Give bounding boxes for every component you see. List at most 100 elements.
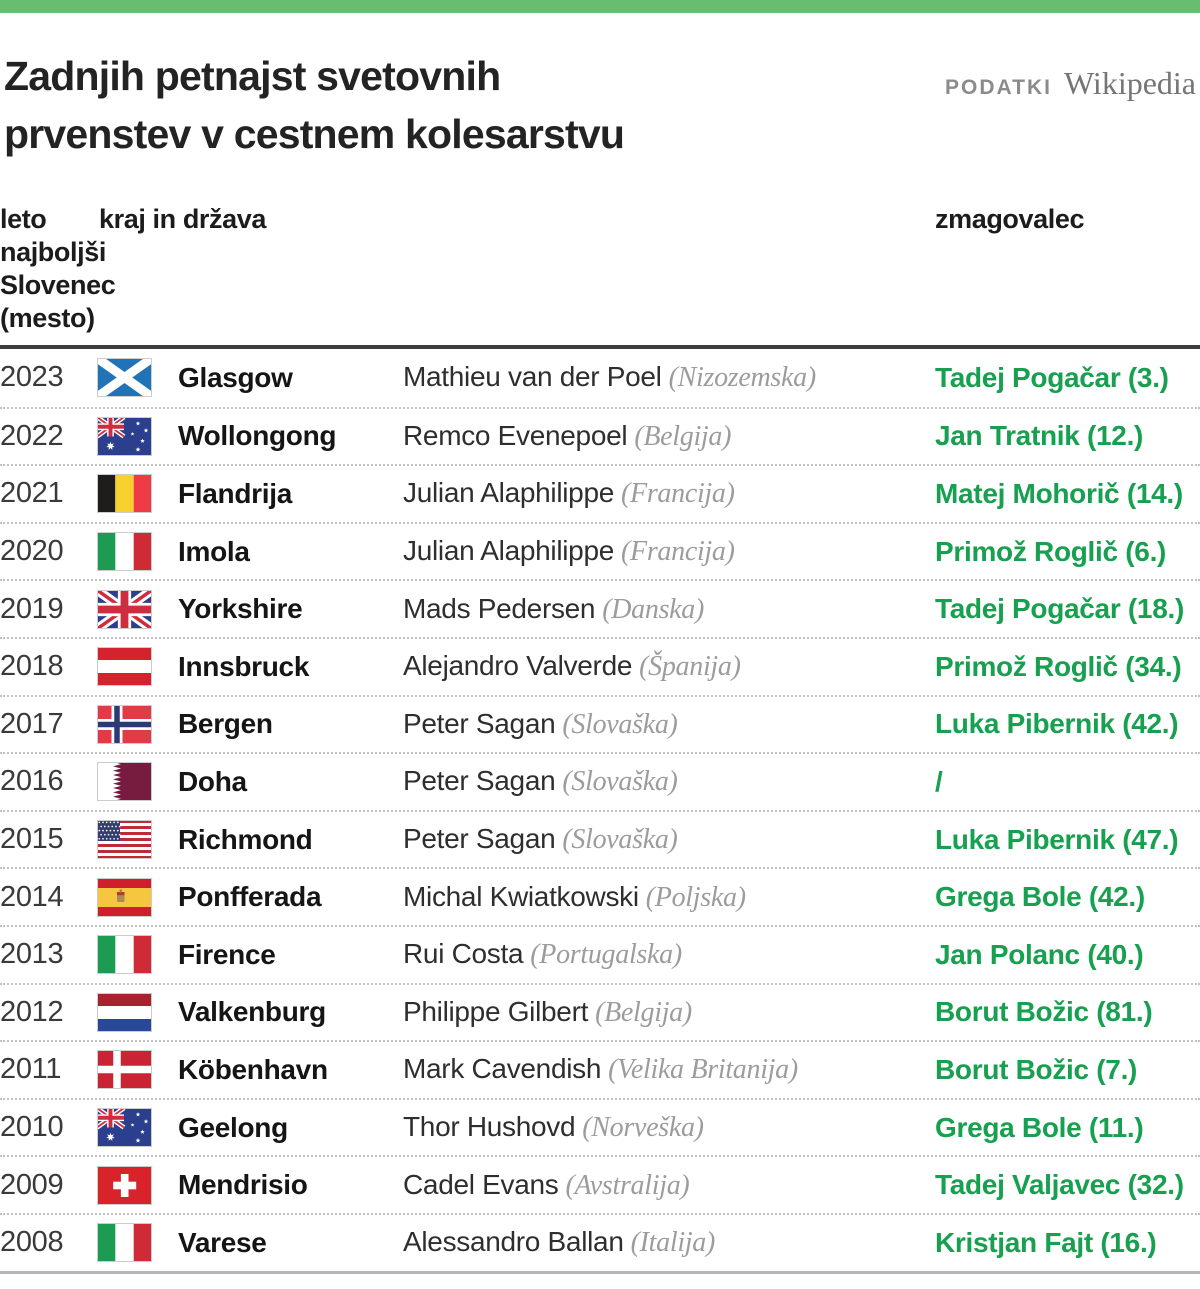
winner-name: Remco Evenepoel (403, 419, 628, 451)
year-cell: 2021 (0, 477, 64, 510)
city-cell: Geelong (178, 1111, 288, 1143)
flag-cell (97, 358, 178, 398)
flag-cell (97, 1108, 178, 1148)
flag-cell (97, 820, 178, 860)
winner-cell: Cadel Evans (Avstralija) (403, 1169, 935, 1202)
winner-country: (Portugalska) (530, 939, 682, 971)
winner-name: Michal Kwiatkowski (403, 880, 639, 912)
winner-name: Julian Alaphilippe (403, 535, 614, 567)
best-slovene-cell: Grega Bole (11.) (935, 1111, 1144, 1143)
winner-country: (Danska) (602, 593, 705, 625)
best-slovene-cell: Primož Roglič (6.) (935, 535, 1167, 567)
flag-cell (97, 877, 178, 917)
best-slovene-cell: Tadej Valjavec (32.) (935, 1169, 1184, 1201)
winner-cell: Philippe Gilbert (Belgija) (403, 996, 935, 1029)
country-flag-icon (97, 992, 152, 1032)
year-cell: 2019 (0, 592, 64, 625)
year-cell: 2008 (0, 1226, 64, 1259)
winner-cell: Alessandro Ballan (Italija) (403, 1226, 935, 1259)
year-cell: 2009 (0, 1168, 64, 1201)
winner-country: (Francija) (621, 478, 735, 510)
table-header-row: leto kraj in država zmagovalec najboljši… (0, 203, 1200, 349)
city-cell: Innsbruck (178, 650, 310, 682)
city-cell: Mendrisio (178, 1169, 308, 1201)
country-flag-icon (97, 1165, 152, 1205)
best-slovene-cell: Jan Tratnik (12.) (935, 420, 1144, 452)
year-cell: 2010 (0, 1111, 64, 1144)
winner-name: Alejandro Valverde (403, 650, 633, 682)
city-cell: Glasgow (178, 361, 293, 393)
table-body: 2023 Glasgow Mathieu van der Poel (Nizoze… (0, 349, 1200, 1274)
winner-name: Mark Cavendish (403, 1053, 602, 1085)
year-cell: 2018 (0, 650, 64, 683)
flag-cell (97, 416, 178, 456)
winner-name: Mads Pedersen (403, 592, 596, 624)
best-slovene-cell: Borut Božic (81.) (935, 996, 1153, 1028)
country-flag-icon (97, 589, 152, 629)
winner-cell: Thor Hushovd (Norveška) (403, 1111, 935, 1144)
table-row: 2023 Glasgow Mathieu van der Poel (Nizoze… (0, 349, 1200, 407)
column-header-best-slovene: najboljši Slovenec (mesto) (0, 237, 116, 333)
source-label: PODATKI (945, 76, 1052, 99)
column-header-year: leto (0, 204, 47, 234)
table-row: 2008 Varese Alessandro Ballan (Italija) K… (0, 1212, 1200, 1271)
flag-cell (97, 647, 178, 687)
winner-name: Cadel Evans (403, 1168, 559, 1200)
winner-cell: Alejandro Valverde (Španija) (403, 650, 935, 683)
winner-country: (Slovaška) (562, 766, 678, 798)
table-row: 2018 Innsbruck Alejandro Valverde (Španij… (0, 636, 1200, 695)
winner-name: Peter Sagan (403, 823, 556, 855)
best-slovene-cell: / (935, 765, 943, 797)
table-row: 2010 Geelong Thor Hushovd (Norveška) Greg… (0, 1097, 1200, 1156)
flag-cell (97, 474, 178, 514)
best-slovene-cell: Borut Božic (7.) (935, 1053, 1138, 1085)
winner-name: Peter Sagan (403, 707, 556, 739)
winner-country: (Velika Britanija) (608, 1054, 798, 1086)
year-cell: 2011 (0, 1053, 62, 1086)
title-line-2: prvenstev v cestnem kolesarstvu (4, 111, 625, 157)
year-cell: 2017 (0, 707, 64, 740)
winner-country: (Poljska) (645, 881, 746, 913)
winner-cell: Mark Cavendish (Velika Britanija) (403, 1053, 935, 1086)
table-row: 2012 Valkenburg Philippe Gilbert (Belgija… (0, 982, 1200, 1041)
winner-name: Julian Alaphilippe (403, 477, 614, 509)
table-row: 2009 Mendrisio Cadel Evans (Avstralija) T… (0, 1155, 1200, 1213)
winner-country: (Italija) (630, 1227, 716, 1259)
winner-cell: Julian Alaphilippe (Francija) (403, 477, 935, 510)
winner-country: (Belgija) (595, 996, 692, 1028)
year-cell: 2015 (0, 823, 64, 856)
year-cell: 2012 (0, 995, 64, 1028)
year-cell: 2014 (0, 880, 64, 913)
country-flag-icon (97, 416, 152, 456)
flag-cell (97, 1165, 178, 1205)
winner-cell: Mathieu van der Poel (Nizozemska) (403, 361, 935, 394)
winner-cell: Julian Alaphilippe (Francija) (403, 535, 935, 568)
flag-cell (97, 762, 178, 802)
year-cell: 2022 (0, 419, 64, 452)
flag-cell (97, 1050, 178, 1090)
city-cell: Ponfferada (178, 881, 322, 913)
table-row: 2020 Imola Julian Alaphilippe (Francija) … (0, 521, 1200, 580)
city-cell: Varese (178, 1226, 267, 1258)
country-flag-icon (97, 762, 152, 802)
country-flag-icon (97, 1108, 152, 1148)
winner-country: (Francija) (621, 536, 735, 568)
winner-country: (Slovaška) (562, 824, 678, 856)
year-cell: 2016 (0, 765, 64, 798)
winner-country: (Belgija) (634, 420, 732, 452)
best-slovene-cell: Primož Roglič (34.) (935, 650, 1182, 682)
winner-cell: Michal Kwiatkowski (Poljska) (403, 881, 935, 914)
column-header-place: kraj in država (99, 204, 266, 234)
country-flag-icon (97, 704, 152, 744)
flag-cell (97, 589, 178, 629)
city-cell: Imola (178, 535, 250, 567)
country-flag-icon (97, 1050, 152, 1090)
city-cell: Yorkshire (178, 593, 303, 625)
table-row: 2019 Yorkshire Mads Pedersen (Danska) Tad… (0, 579, 1200, 637)
best-slovene-cell: Kristjan Fajt (16.) (935, 1226, 1157, 1258)
winner-name: Alessandro Ballan (403, 1226, 624, 1258)
table-row: 2022 Wollongong Remco Evenepoel (Belgija)… (0, 406, 1200, 465)
winner-cell: Peter Sagan (Slovaška) (403, 823, 935, 856)
best-slovene-cell: Grega Bole (42.) (935, 881, 1145, 913)
winner-name: Rui Costa (403, 938, 524, 970)
